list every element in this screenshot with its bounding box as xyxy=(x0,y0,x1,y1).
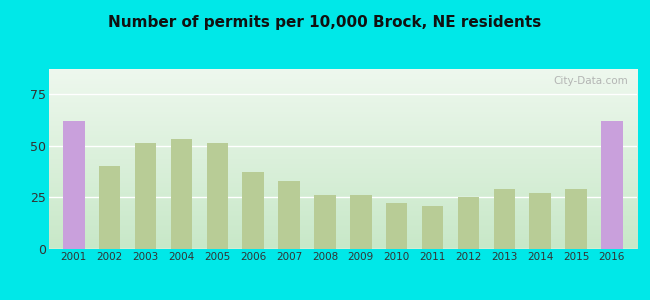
Bar xyxy=(493,189,515,249)
Bar xyxy=(207,143,228,249)
Bar xyxy=(566,189,587,249)
Bar xyxy=(601,193,623,249)
Text: Number of permits per 10,000 Brock, NE residents: Number of permits per 10,000 Brock, NE r… xyxy=(109,15,541,30)
Text: City-Data.com: City-Data.com xyxy=(553,76,628,86)
Bar xyxy=(135,143,157,249)
Bar xyxy=(529,193,551,249)
Bar xyxy=(63,121,84,249)
Bar xyxy=(242,172,264,249)
Bar xyxy=(386,203,408,249)
Bar xyxy=(278,181,300,249)
Bar xyxy=(314,195,335,249)
Bar xyxy=(350,195,372,249)
Bar xyxy=(601,121,623,249)
Bar xyxy=(458,197,479,249)
Bar xyxy=(422,206,443,249)
Bar xyxy=(171,139,192,249)
Bar xyxy=(99,166,120,249)
Bar xyxy=(63,175,84,249)
